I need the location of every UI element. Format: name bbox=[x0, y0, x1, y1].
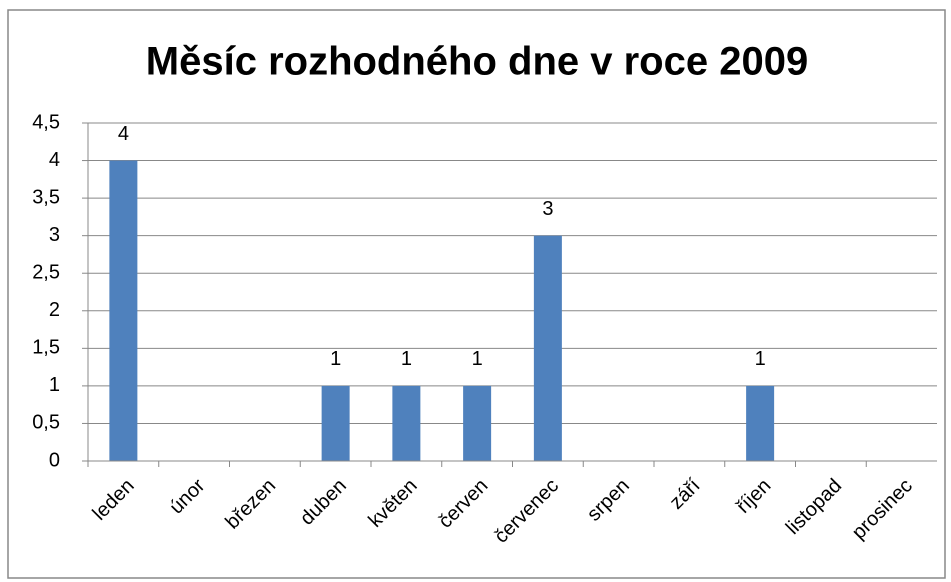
y-tick-label: 0,5 bbox=[32, 412, 60, 434]
y-tick-label: 4,5 bbox=[32, 111, 60, 133]
bar bbox=[463, 385, 492, 461]
chart-title: Měsíc rozhodného dne v roce 2009 bbox=[146, 40, 808, 84]
bar bbox=[109, 160, 138, 462]
y-tick-label: 2 bbox=[49, 299, 60, 321]
data-label: 1 bbox=[472, 348, 483, 370]
data-label: 3 bbox=[542, 198, 553, 220]
chart-border bbox=[7, 9, 946, 579]
y-tick-label: 4 bbox=[49, 149, 60, 171]
bar bbox=[746, 385, 775, 461]
bar bbox=[392, 385, 421, 461]
y-tick-label: 3,5 bbox=[32, 186, 60, 208]
data-label: 1 bbox=[330, 348, 341, 370]
bar bbox=[533, 235, 562, 461]
data-label: 4 bbox=[118, 123, 129, 145]
y-tick-label: 3 bbox=[49, 224, 60, 246]
data-label: 1 bbox=[401, 348, 412, 370]
y-tick-label: 0 bbox=[49, 449, 60, 471]
bar bbox=[321, 385, 350, 461]
data-label: 1 bbox=[755, 348, 766, 370]
y-tick-label: 2,5 bbox=[32, 262, 60, 284]
y-tick-label: 1,5 bbox=[32, 337, 60, 359]
y-tick-label: 1 bbox=[49, 374, 60, 396]
